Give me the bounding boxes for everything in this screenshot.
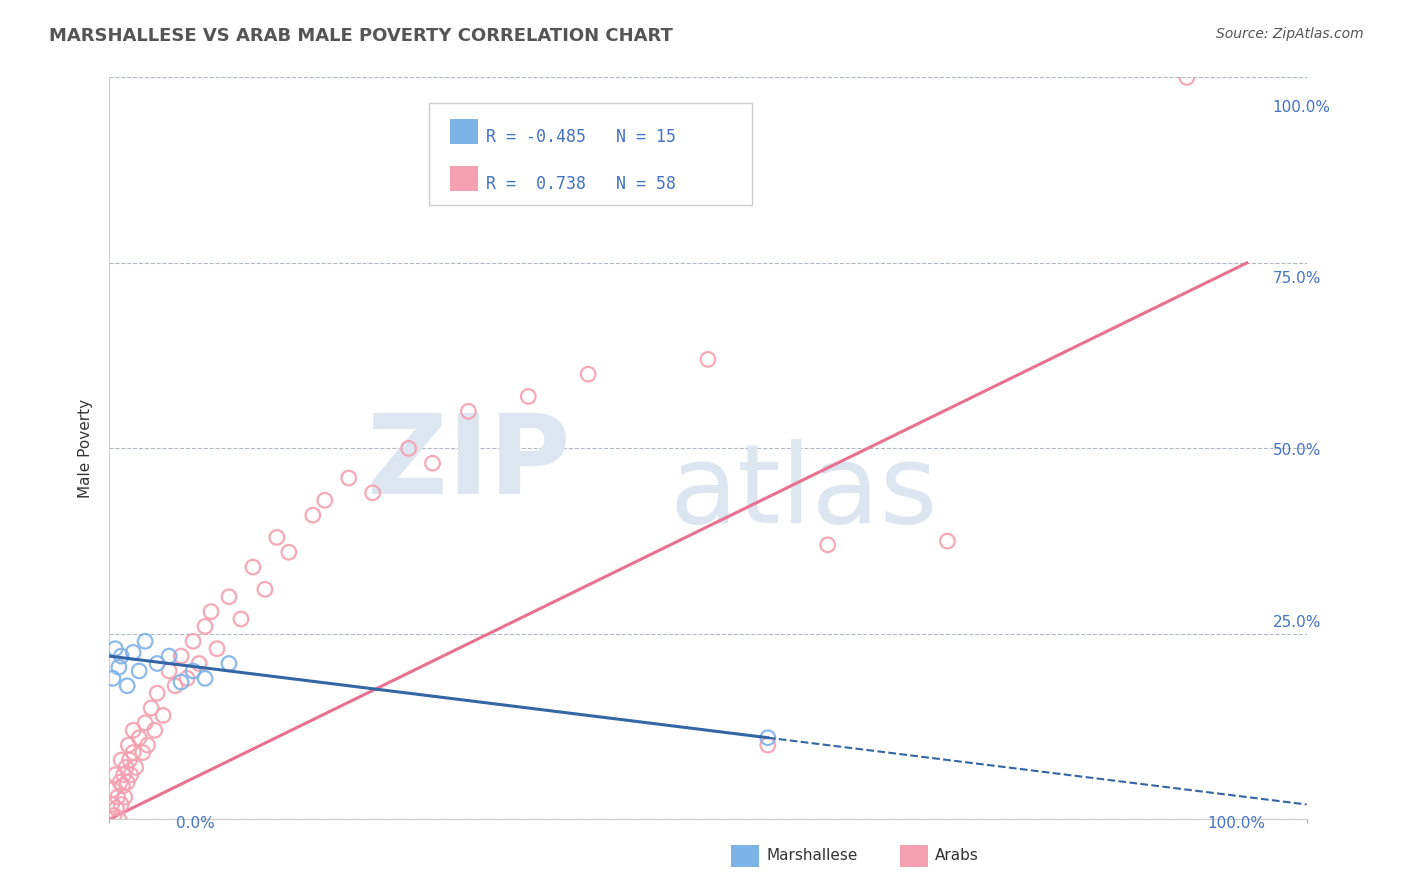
Text: R = -0.485   N = 15: R = -0.485 N = 15 (486, 128, 676, 146)
Point (110, 753, 132, 767)
Point (176, 671, 198, 685)
Point (101, 671, 124, 685)
Point (194, 619, 217, 633)
Point (115, 760, 138, 774)
Point (188, 657, 211, 671)
Point (277, 545, 299, 559)
Point (194, 671, 217, 685)
Point (134, 715, 156, 730)
Text: 50.0%: 50.0% (1272, 443, 1320, 458)
Point (141, 701, 163, 715)
Text: R =  0.738   N = 58: R = 0.738 N = 58 (486, 175, 676, 193)
Point (517, 389, 540, 403)
Point (422, 456, 444, 470)
Point (110, 797, 132, 812)
Text: 25.0%: 25.0% (1272, 615, 1320, 630)
Point (122, 723, 145, 738)
Point (104, 768, 127, 782)
Text: 0.0%: 0.0% (176, 816, 215, 831)
Point (218, 657, 240, 671)
Point (181, 664, 204, 678)
Point (115, 679, 138, 693)
Point (115, 775, 138, 789)
Point (229, 612, 252, 626)
Text: 100.0%: 100.0% (1272, 100, 1330, 114)
Point (122, 746, 145, 760)
Point (132, 746, 155, 760)
Point (118, 753, 141, 767)
Point (314, 493, 336, 508)
Point (112, 768, 135, 782)
Point (134, 634, 156, 648)
Point (117, 738, 139, 752)
Point (1175, 70, 1198, 85)
Point (576, 367, 599, 381)
Point (114, 790, 136, 805)
Point (146, 657, 169, 671)
Point (181, 634, 204, 648)
Point (110, 649, 132, 664)
Text: Source: ZipAtlas.com: Source: ZipAtlas.com (1216, 27, 1364, 41)
Text: 100.0%: 100.0% (1208, 816, 1265, 831)
Point (457, 404, 479, 418)
Point (266, 530, 288, 544)
Text: Marshallese: Marshallese (766, 848, 858, 863)
Point (157, 649, 180, 664)
Point (301, 508, 323, 523)
Point (124, 760, 146, 774)
Point (105, 801, 128, 815)
Point (337, 471, 360, 485)
Point (242, 560, 264, 574)
Point (756, 731, 779, 745)
Point (146, 686, 169, 700)
Point (100, 797, 122, 812)
Text: 75.0%: 75.0% (1272, 271, 1320, 286)
Point (170, 675, 193, 690)
Point (200, 605, 222, 619)
Point (756, 738, 779, 752)
Point (108, 813, 131, 827)
Point (104, 641, 127, 656)
Y-axis label: Male Poverty: Male Poverty (79, 399, 93, 498)
Point (136, 738, 159, 752)
Point (143, 723, 166, 738)
Point (108, 775, 131, 789)
Text: ZIP: ZIP (367, 409, 571, 516)
Point (128, 664, 150, 678)
Point (128, 731, 150, 745)
Point (103, 808, 125, 822)
Point (205, 641, 228, 656)
Point (936, 534, 959, 549)
Point (111, 779, 134, 793)
Point (817, 538, 839, 552)
Point (170, 649, 193, 664)
Point (101, 782, 124, 797)
Point (157, 664, 180, 678)
Point (253, 582, 276, 597)
Point (398, 442, 420, 456)
Point (361, 486, 384, 500)
Point (165, 679, 187, 693)
Point (108, 660, 131, 674)
Text: Arabs: Arabs (935, 848, 979, 863)
Point (218, 590, 240, 604)
Point (107, 790, 129, 805)
Point (152, 708, 174, 723)
Point (697, 352, 720, 367)
Point (120, 768, 142, 782)
Text: MARSHALLESE VS ARAB MALE POVERTY CORRELATION CHART: MARSHALLESE VS ARAB MALE POVERTY CORRELA… (49, 27, 673, 45)
Text: atlas: atlas (669, 440, 938, 547)
Point (122, 645, 145, 659)
